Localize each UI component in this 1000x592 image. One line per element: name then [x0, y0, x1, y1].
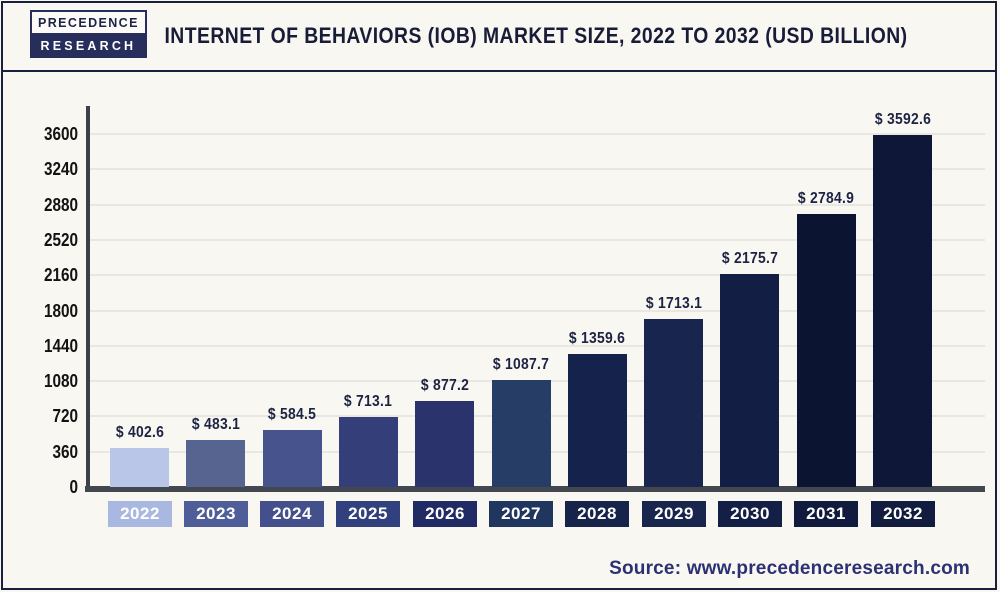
bar-2031 [797, 214, 856, 487]
value-label-2026: $ 877.2 [420, 377, 470, 394]
gridline [87, 344, 985, 347]
value-label-2028: $ 1359.6 [568, 330, 626, 347]
x-axis-label-2025: 2025 [336, 501, 400, 527]
chart-title: INTERNET OF BEHAVIORS (IOB) MARKET SIZE,… [164, 23, 908, 48]
bar-2030 [720, 274, 779, 487]
value-label-2032: $ 3592.6 [874, 111, 932, 128]
bar-2028 [568, 354, 627, 487]
x-axis-label-2024: 2024 [260, 501, 324, 527]
y-axis-line [86, 106, 90, 492]
bar-2024 [263, 430, 322, 487]
y-axis-tick-label: 1080 [43, 371, 78, 392]
value-label-2029: $ 1713.1 [645, 295, 703, 312]
x-axis-label-2023: 2023 [184, 501, 248, 527]
value-label-2024: $ 584.5 [267, 406, 317, 423]
bar-2023 [186, 440, 245, 487]
gridline [87, 133, 985, 135]
y-axis-tick-label: 1800 [43, 300, 78, 321]
x-axis-label-2030: 2030 [718, 501, 782, 527]
x-axis-label-2032: 2032 [871, 501, 935, 527]
gridline [87, 238, 985, 241]
gridline [87, 203, 985, 206]
gridline [87, 168, 985, 171]
x-axis-label-2028: 2028 [565, 501, 629, 527]
value-label-2022: $ 402.6 [115, 424, 165, 441]
x-axis-label-2026: 2026 [413, 501, 477, 527]
gridline [87, 274, 985, 277]
bar-2025 [339, 417, 398, 487]
bar-2032 [873, 135, 932, 487]
header-divider [3, 70, 995, 72]
x-axis-label-2029: 2029 [642, 501, 706, 527]
y-axis-tick-label: 3240 [43, 159, 78, 180]
y-axis-tick-label: 2880 [43, 194, 78, 215]
y-axis-tick-label: 0 [69, 477, 78, 497]
y-axis-tick-label: 720 [52, 406, 78, 427]
x-axis-label-2031: 2031 [794, 501, 858, 527]
bar-2026 [415, 401, 474, 487]
bar-2022 [110, 448, 169, 487]
bar-2029 [644, 319, 703, 487]
x-axis-line [85, 486, 985, 492]
y-axis-tick-label: 360 [52, 441, 78, 462]
logo-line-research: RESEARCH [32, 35, 145, 56]
value-label-2025: $ 713.1 [343, 393, 393, 410]
value-label-2030: $ 2175.7 [721, 250, 779, 267]
logo-line-precedence: PRECEDENCE [32, 12, 145, 35]
x-axis-label-2022: 2022 [108, 501, 172, 527]
y-axis-tick-label: 1440 [43, 335, 78, 356]
x-axis-label-2027: 2027 [489, 501, 553, 527]
value-label-2027: $ 1087.7 [492, 356, 550, 373]
y-axis-tick-label: 3600 [43, 124, 78, 144]
y-axis-tick-label: 2520 [43, 229, 78, 250]
gridline [87, 309, 985, 312]
value-label-2023: $ 483.1 [191, 416, 241, 433]
y-axis-tick-label: 2160 [43, 265, 78, 286]
value-label-2031: $ 2784.9 [797, 190, 855, 207]
bar-2027 [492, 380, 551, 487]
precedence-research-logo: PRECEDENCE RESEARCH [30, 10, 147, 58]
source-link[interactable]: Source: www.precedenceresearch.com [609, 558, 970, 579]
